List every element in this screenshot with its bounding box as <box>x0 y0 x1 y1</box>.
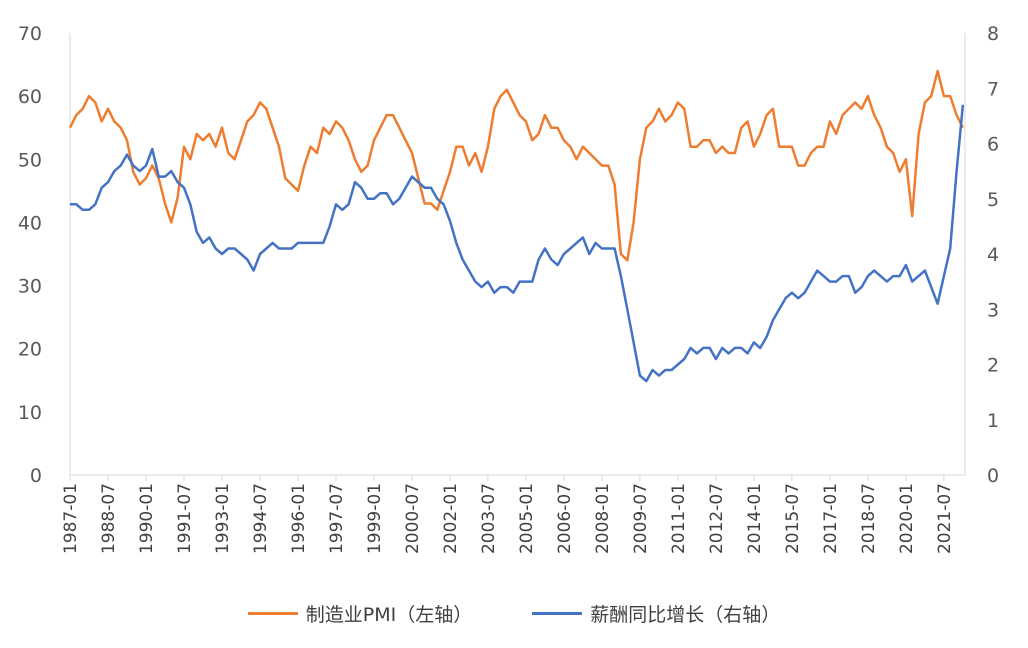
x-tick-label: 2011-01 <box>669 483 689 554</box>
x-tick-label: 2009-07 <box>631 483 651 554</box>
y-left-tick-label: 30 <box>18 276 42 298</box>
x-tick-label: 1991-07 <box>175 483 195 554</box>
y-right-tick-label: 7 <box>987 78 999 100</box>
y-right-tick-label: 0 <box>987 465 999 487</box>
x-tick-label: 1990-01 <box>137 483 157 554</box>
legend-item-pmi: 制造业PMI（左轴） <box>247 600 473 627</box>
legend-item-wage: 薪酬同比增长（右轴） <box>532 600 780 627</box>
y-right-tick-label: 2 <box>987 355 999 377</box>
y-left-tick-label: 60 <box>18 86 42 108</box>
y-right-tick-label: 6 <box>987 134 999 156</box>
x-tick-label: 1997-07 <box>327 483 347 554</box>
x-tick-label: 2021-07 <box>935 483 955 554</box>
x-tick-label: 2005-01 <box>517 483 537 554</box>
chart-axes: 0 10 20 30 40 50 60 70 0 1 2 3 4 5 6 7 8 1987-01 1988-07 19… <box>18 23 999 554</box>
y-left-tick-label: 20 <box>18 339 42 361</box>
y-right-tick-label: 5 <box>987 189 999 211</box>
legend-swatch-wage <box>532 612 583 615</box>
x-tick-label: 1999-01 <box>365 483 385 554</box>
x-tick-label: 2000-07 <box>403 483 423 554</box>
x-tick-label: 2018-07 <box>859 483 879 554</box>
y-right-tick-label: 4 <box>987 244 999 266</box>
x-tick-label: 1993-01 <box>213 483 233 554</box>
series-line-wage <box>70 104 965 383</box>
x-tick-label: 2003-07 <box>479 483 499 554</box>
legend-label-pmi: 制造业PMI（左轴） <box>305 604 473 626</box>
y-right-tick-label: 1 <box>987 410 999 432</box>
x-tick-label: 2015-07 <box>783 483 803 554</box>
y-right-tick-label: 8 <box>987 23 999 45</box>
legend: 制造业PMI（左轴） 薪酬同比增长（右轴） <box>0 600 1028 627</box>
x-tick-label: 1994-07 <box>251 483 271 554</box>
x-tick-label: 2002-01 <box>441 483 461 554</box>
y-right-tick-label: 3 <box>987 299 999 321</box>
x-tick-label: 2017-01 <box>821 483 841 554</box>
x-tick-label: 2012-07 <box>707 483 727 554</box>
x-tick-label: 2020-01 <box>897 483 917 554</box>
x-tick-label: 1988-07 <box>99 483 119 554</box>
x-tick-label: 2006-07 <box>555 483 575 554</box>
y-left-tick-label: 40 <box>18 212 42 234</box>
legend-swatch-pmi <box>247 612 298 615</box>
y-left-tick-label: 10 <box>18 402 42 424</box>
line-chart: 0 10 20 30 40 50 60 70 0 1 2 3 4 5 6 7 8 1987-01 1988-07 19… <box>18 23 999 554</box>
y-left-tick-label: 70 <box>18 23 42 45</box>
series-layer <box>68 69 965 383</box>
x-tick-label: 2014-01 <box>745 483 765 554</box>
x-tick-label: 1987-01 <box>61 483 81 554</box>
y-left-tick-label: 0 <box>30 465 42 487</box>
x-tick-label: 2008-01 <box>593 483 613 554</box>
y-left-tick-label: 50 <box>18 149 42 171</box>
legend-label-wage: 薪酬同比增长（右轴） <box>590 604 781 626</box>
x-tick-label: 1996-01 <box>289 483 309 554</box>
series-line-pmi <box>68 69 965 262</box>
